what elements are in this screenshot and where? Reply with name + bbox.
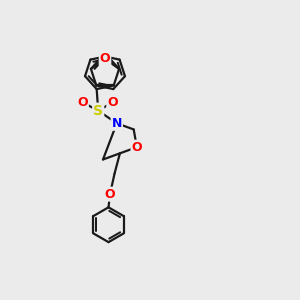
Text: N: N — [112, 117, 122, 130]
Text: O: O — [131, 141, 142, 154]
Text: O: O — [100, 52, 110, 65]
Text: O: O — [107, 96, 118, 109]
Text: O: O — [77, 96, 88, 109]
Text: S: S — [93, 104, 103, 118]
Text: O: O — [105, 188, 115, 201]
